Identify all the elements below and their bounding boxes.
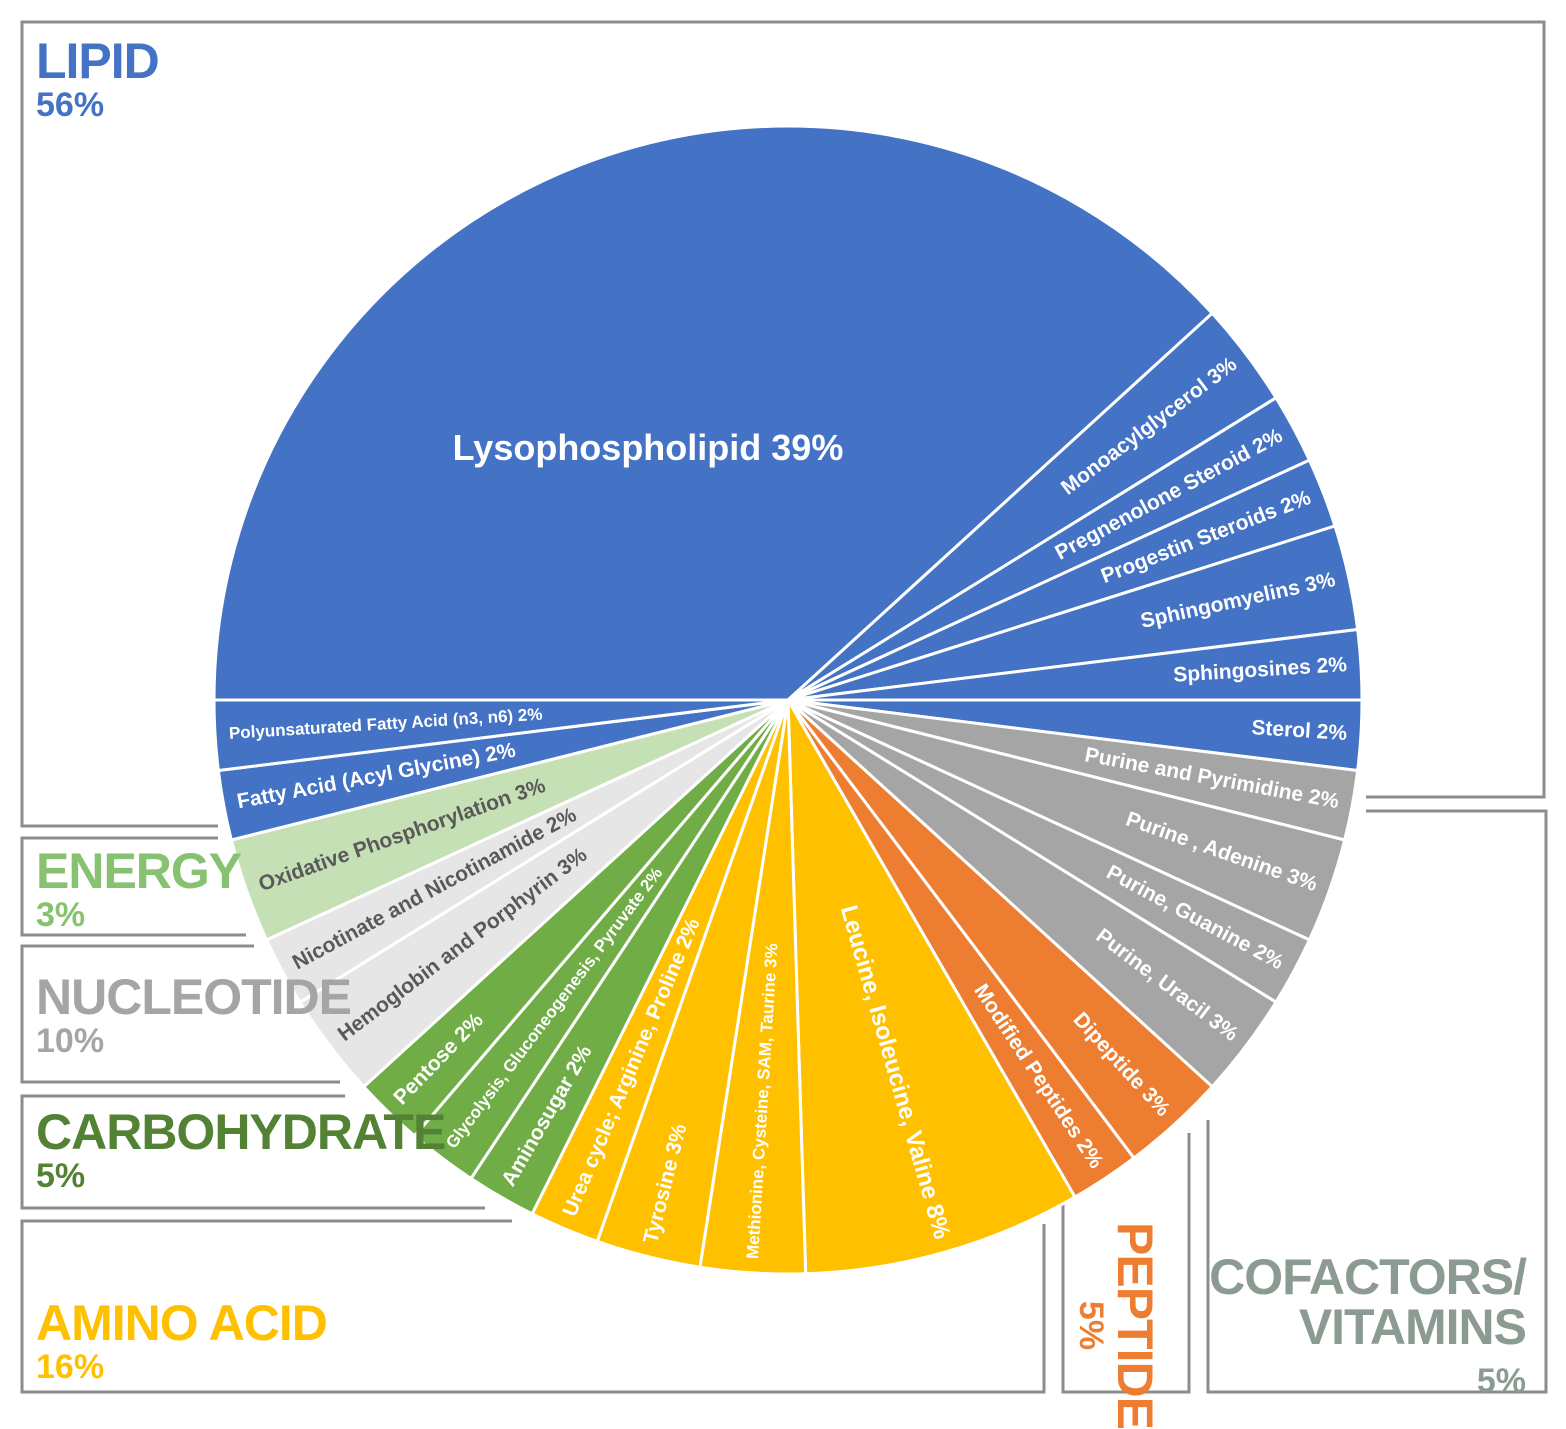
nucleotide-bracket [1206, 809, 1548, 1394]
slice-polyunsaturated-fatty-acid-n3-n6-2 [212, 698, 789, 773]
group-name-nucleotide: NUCLEOTIDE [36, 969, 352, 1025]
group-pct-carbohydrate: 5% [36, 1157, 86, 1195]
group-label-nucleotide: NUCLEOTIDE 10% [36, 969, 352, 1060]
slice-lysophospholipid-39 [212, 124, 1215, 702]
group-pct-nucleotide: 10% [36, 1022, 105, 1060]
group-pct-energy: 3% [36, 896, 86, 934]
group-name-amino-acid: AMINO ACID [36, 1295, 328, 1351]
slice-label-lysophospholipid-39: Lysophospholipid 39% [453, 427, 844, 468]
cofactors-bracket [20, 944, 340, 1084]
group-label-peptide: PEPTIDE 5% [1072, 1222, 1163, 1429]
group-label-carbohydrate: CARBOHYDRATE 5% [36, 1104, 446, 1195]
pie-slices [212, 124, 1364, 1276]
group-name-cofactors-line1: COFACTORS/ [1209, 1249, 1527, 1305]
group-name-cofactors-line2: VITAMINS [1298, 1299, 1527, 1355]
carbohydrate-bracket [20, 1094, 485, 1210]
group-name-peptide: PEPTIDE [1107, 1222, 1163, 1429]
group-label-amino-acid: AMINO ACID 16% [36, 1295, 328, 1386]
group-pct-amino-acid: 16% [36, 1348, 105, 1386]
group-pct-peptide: 5% [1072, 1300, 1110, 1351]
group-pct-cofactors-vitamins: 5% [1476, 1362, 1526, 1400]
group-label-cofactors-vitamins: COFACTORS/ VITAMINS 5% [1209, 1249, 1527, 1400]
group-name-carbohydrate: CARBOHYDRATE [36, 1104, 446, 1160]
group-name-lipid: LIPID [36, 33, 160, 89]
energy-bracket [20, 836, 246, 937]
group-label-energy: ENERGY 3% [36, 843, 242, 934]
group-brackets [20, 20, 1548, 1394]
peptide-bracket [1061, 1133, 1191, 1394]
lipid-bracket [20, 20, 1546, 828]
group-name-energy: ENERGY [36, 843, 242, 899]
slice-leucine-isoleucine-valine-8 [786, 699, 1078, 1276]
group-label-lipid: LIPID 56% [36, 33, 160, 124]
group-pct-lipid: 56% [36, 86, 105, 124]
amino-acid-bracket [20, 1219, 1046, 1394]
